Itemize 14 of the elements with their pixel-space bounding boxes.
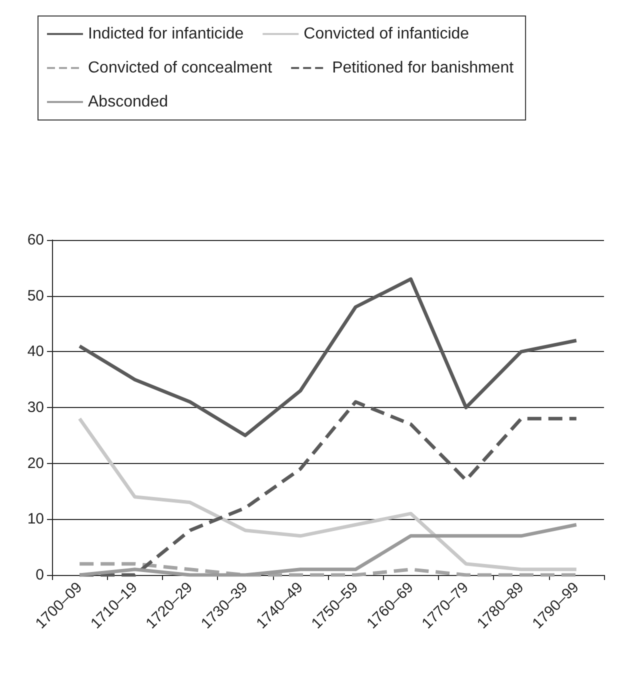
legend-label: Convicted of concealment	[88, 60, 273, 76]
y-tick-label: 60	[27, 232, 44, 248]
y-tick-label: 10	[27, 510, 44, 528]
y-tick-label: 40	[27, 343, 44, 360]
y-tick-label: 0	[36, 566, 44, 584]
legend-label: Petitioned for banishment	[332, 60, 514, 76]
legend-label: Absconded	[88, 94, 168, 110]
y-tick-label: 30	[27, 399, 44, 416]
y-tick-label: 20	[27, 454, 44, 472]
line-series	[78, 277, 578, 438]
y-tick-label: 50	[27, 287, 44, 304]
legend-label: Convicted of infanticide	[304, 26, 470, 42]
line-series	[78, 523, 578, 577]
legend-label: Indicted for infanticide	[88, 26, 244, 42]
